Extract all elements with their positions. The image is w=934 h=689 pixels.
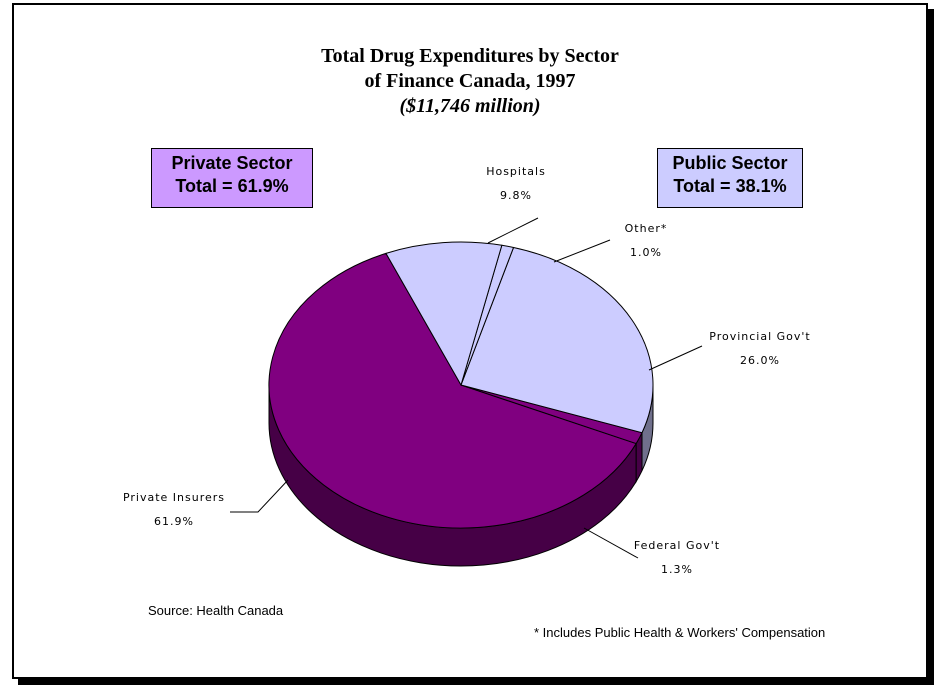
- slice-value-other: 1.0%: [630, 246, 662, 259]
- leader-federal-gov-t: [583, 527, 639, 559]
- source-note: Source: Health Canada: [148, 603, 284, 618]
- footnote: * Includes Public Health & Workers' Comp…: [534, 625, 826, 640]
- public-sector-total: Total = 38.1%: [673, 176, 787, 196]
- slice-value-provincial-gov-t: 26.0%: [740, 354, 780, 367]
- slice-label-other: Other*: [625, 222, 668, 235]
- pie-slice-hospitals: [385, 241, 503, 387]
- chart-title-line-1: Total Drug Expenditures by Sector: [321, 45, 619, 67]
- leader-private-insurers: [230, 479, 289, 513]
- slice-value-private-insurers: 61.9%: [154, 515, 194, 528]
- chart-title-line-2: of Finance Canada, 1997: [364, 70, 576, 92]
- private-sector-callout: Private Sector Total = 61.9%: [151, 148, 313, 208]
- chart-subtitle: ($11,746 million): [399, 95, 541, 117]
- pie-tops: [268, 241, 654, 529]
- slice-value-federal-gov-t: 1.3%: [661, 563, 693, 576]
- slice-label-federal-gov-t: Federal Gov't: [634, 539, 720, 552]
- leader-hospitals: [487, 217, 539, 244]
- public-sector-callout: Public Sector Total = 38.1%: [657, 148, 803, 208]
- leader-provincial-gov-t: [648, 345, 703, 371]
- private-sector-title: Private Sector: [171, 153, 293, 173]
- public-sector-title: Public Sector: [672, 153, 788, 173]
- slice-value-hospitals: 9.8%: [500, 189, 532, 202]
- leader-lines: [230, 217, 703, 559]
- slice-label-hospitals: Hospitals: [486, 165, 546, 178]
- pie-slice-provincial-gov-t: [460, 246, 654, 434]
- slice-label-private-insurers: Private Insurers: [123, 491, 225, 504]
- private-sector-total: Total = 61.9%: [175, 176, 289, 196]
- pie-slice-private-insurers: [268, 252, 637, 529]
- slice-label-provincial-gov-t: Provincial Gov't: [709, 330, 811, 343]
- slice-labels: Private Insurers 61.9% Hospitals 9.8% Other*…: [123, 165, 811, 576]
- leader-other: [553, 239, 611, 263]
